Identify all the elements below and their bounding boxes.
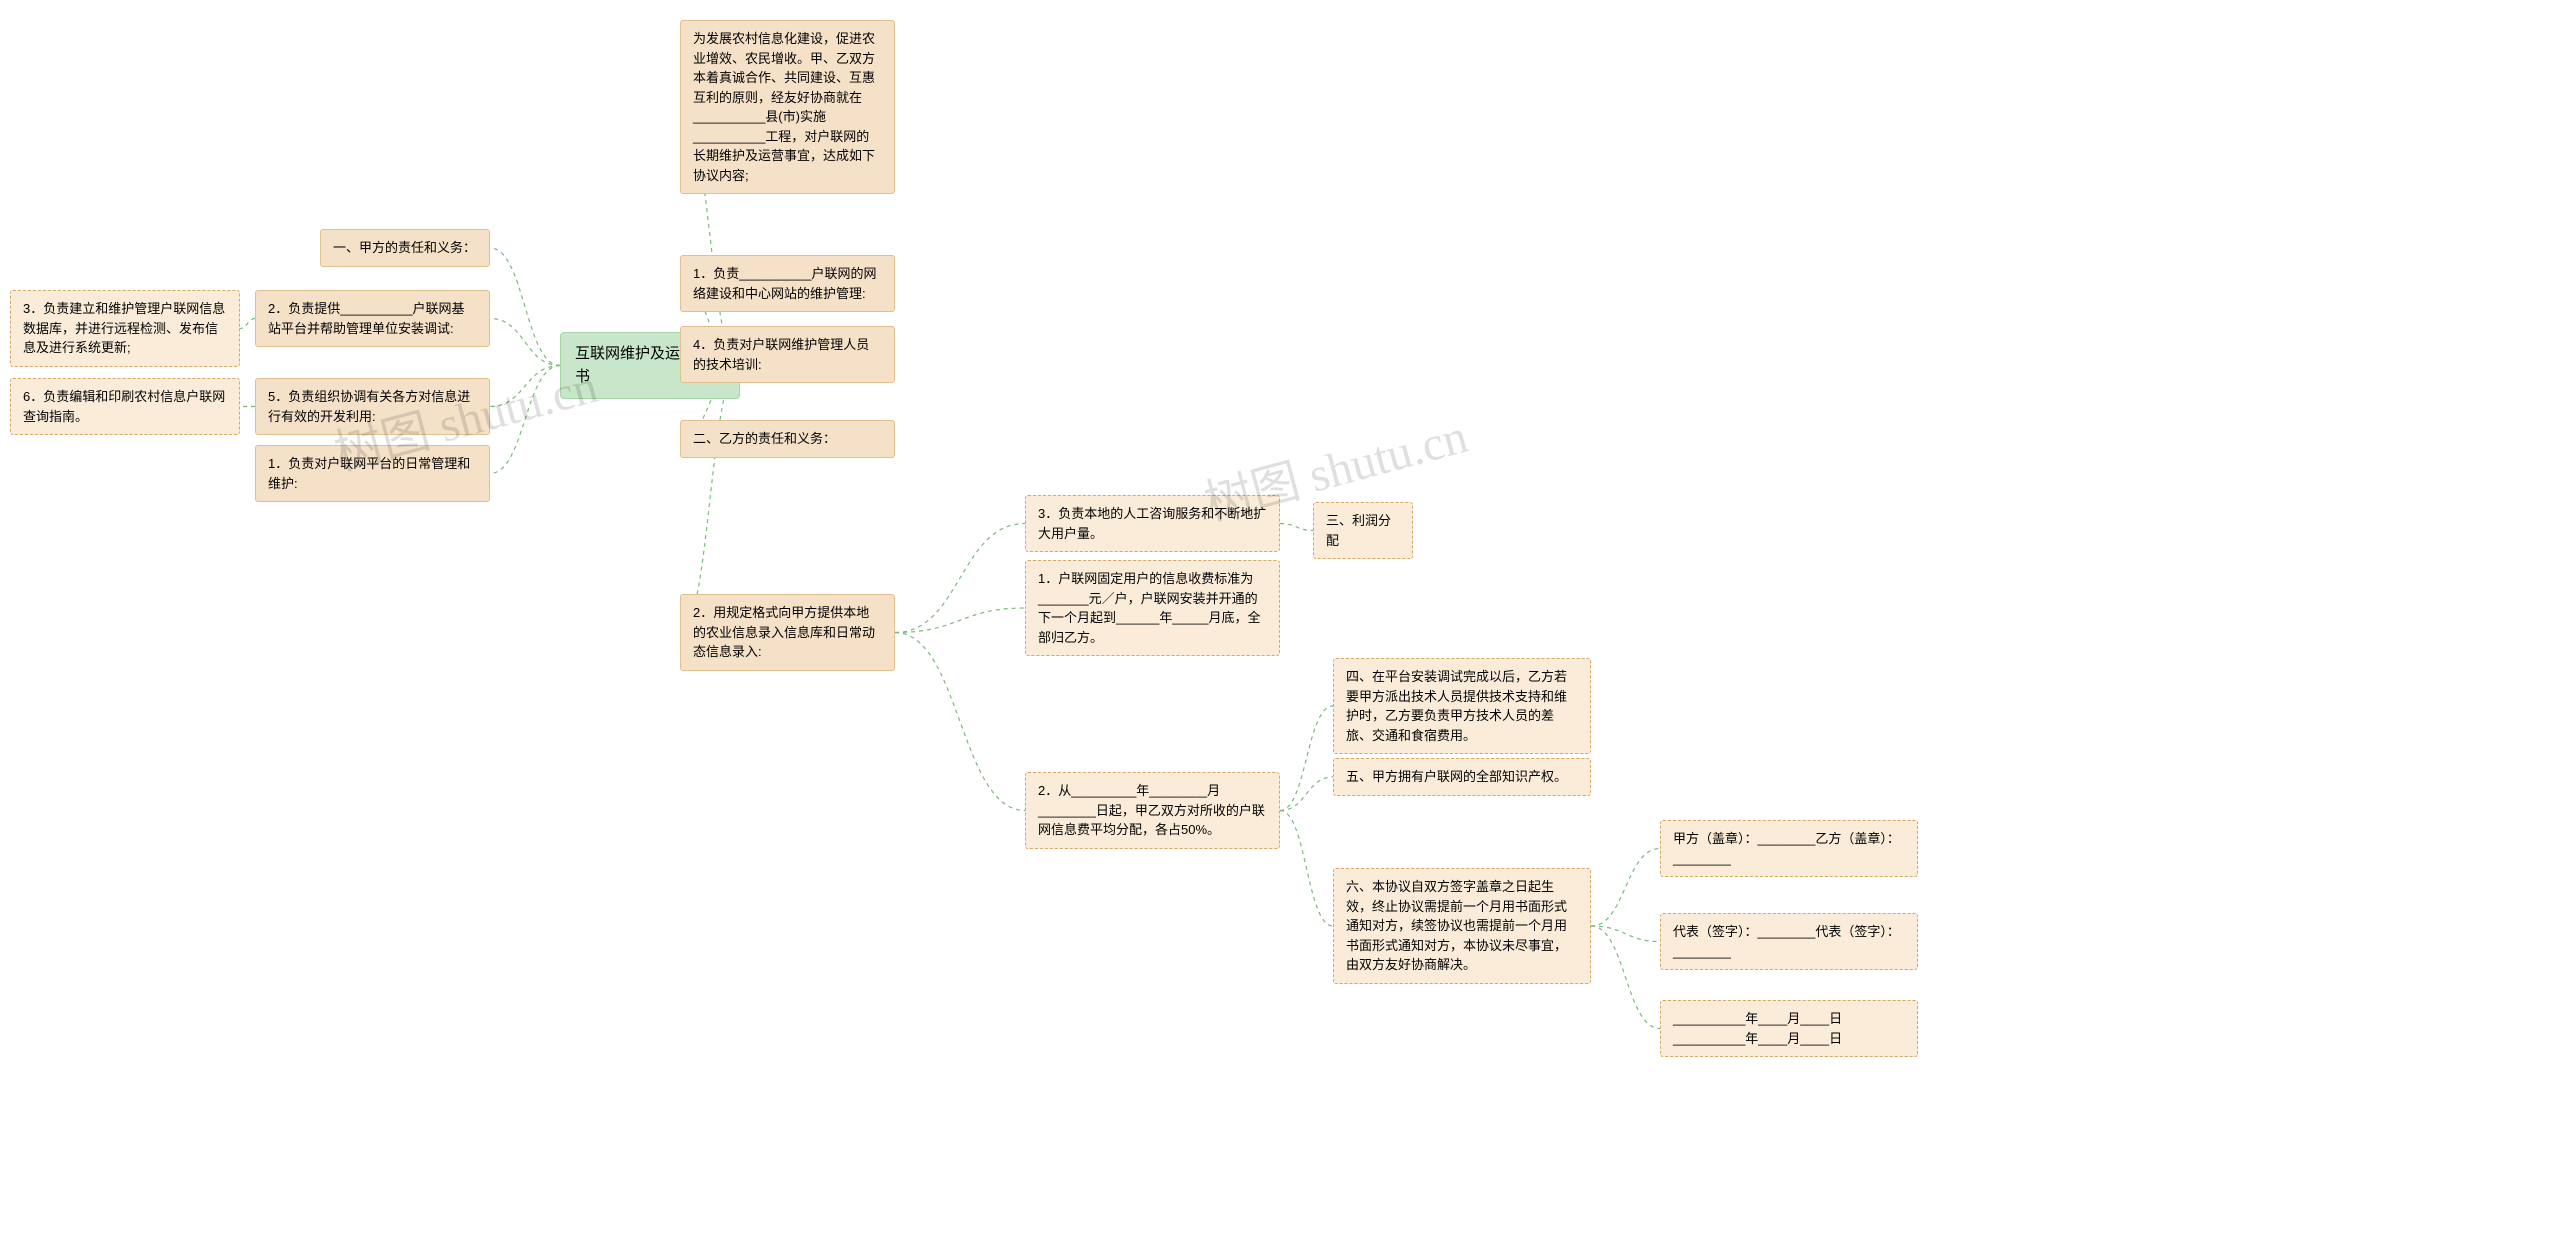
node-r5c[interactable]: 2．从_________年________月________日起，甲乙双方对所收… [1025, 772, 1280, 849]
node-r5c3[interactable]: 六、本协议自双方签字盖章之日起生效，终止协议需提前一个月用书面形式通知对方，续签… [1333, 868, 1591, 984]
node-r3[interactable]: 4．负责对户联网维护管理人员的技术培训: [680, 326, 895, 383]
node-l2[interactable]: 2．负责提供__________户联网基站平台并帮助管理单位安装调试: [255, 290, 490, 347]
node-r5b[interactable]: 1．户联网固定用户的信息收费标准为_______元／户，户联网安装并开通的下一个… [1025, 560, 1280, 656]
node-l4[interactable]: 1．负责对户联网平台的日常管理和维护: [255, 445, 490, 502]
node-l1[interactable]: 一、甲方的责任和义务： [320, 229, 490, 267]
node-r5c1[interactable]: 四、在平台安装调试完成以后，乙方若要甲方派出技术人员提供技术支持和维护时，乙方要… [1333, 658, 1591, 754]
node-l3a[interactable]: 6．负责编辑和印刷农村信息户联网查询指南。 [10, 378, 240, 435]
connector-layer [0, 0, 2560, 1258]
node-r5a[interactable]: 3．负责本地的人工咨询服务和不断地扩大用户量。 [1025, 495, 1280, 552]
node-r2[interactable]: 1．负责__________户联网的网络建设和中心网站的维护管理: [680, 255, 895, 312]
node-r5[interactable]: 2．用规定格式向甲方提供本地的农业信息录入信息库和日常动态信息录入: [680, 594, 895, 671]
node-r5a1[interactable]: 三、利润分配 [1313, 502, 1413, 559]
node-r5c3c[interactable]: __________年____月____日__________年____月___… [1660, 1000, 1918, 1057]
node-r5c2[interactable]: 五、甲方拥有户联网的全部知识产权。 [1333, 758, 1591, 796]
node-r4[interactable]: 二、乙方的责任和义务： [680, 420, 895, 458]
node-r5c3b[interactable]: 代表（签字）：________代表（签字）：________ [1660, 913, 1918, 970]
node-r1[interactable]: 为发展农村信息化建设，促进农业增效、农民增收。甲、乙双方本着真诚合作、共同建设、… [680, 20, 895, 194]
node-l3[interactable]: 5．负责组织协调有关各方对信息进行有效的开发利用: [255, 378, 490, 435]
node-r5c3a[interactable]: 甲方（盖章）：________乙方（盖章）：________ [1660, 820, 1918, 877]
node-l2a[interactable]: 3．负责建立和维护管理户联网信息数据库，并进行远程检测、发布信息及进行系统更新; [10, 290, 240, 367]
